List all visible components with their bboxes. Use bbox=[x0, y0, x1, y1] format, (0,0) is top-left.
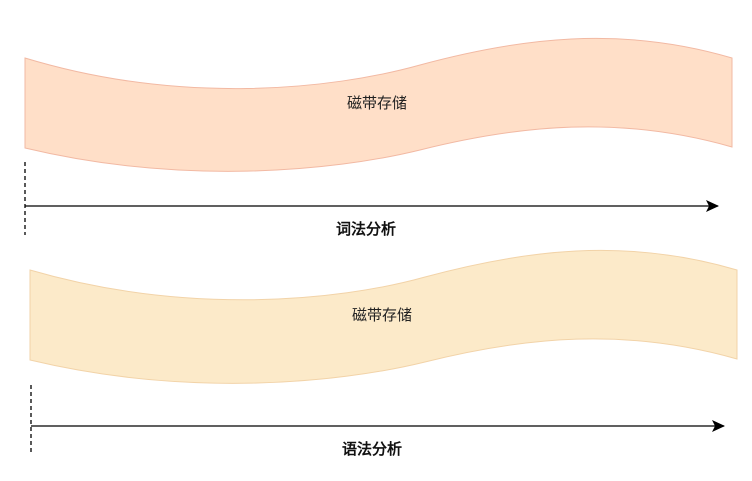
axis-label-2: 语法分析 bbox=[342, 440, 402, 458]
axis-label-1: 词法分析 bbox=[336, 220, 396, 238]
tape-label-2: 磁带存储 bbox=[352, 306, 412, 324]
panel-syntax: 磁带存储 语法分析 bbox=[30, 250, 737, 458]
tape-label-1: 磁带存储 bbox=[347, 94, 407, 112]
panel-lexical: 磁带存储 词法分析 bbox=[25, 38, 732, 238]
